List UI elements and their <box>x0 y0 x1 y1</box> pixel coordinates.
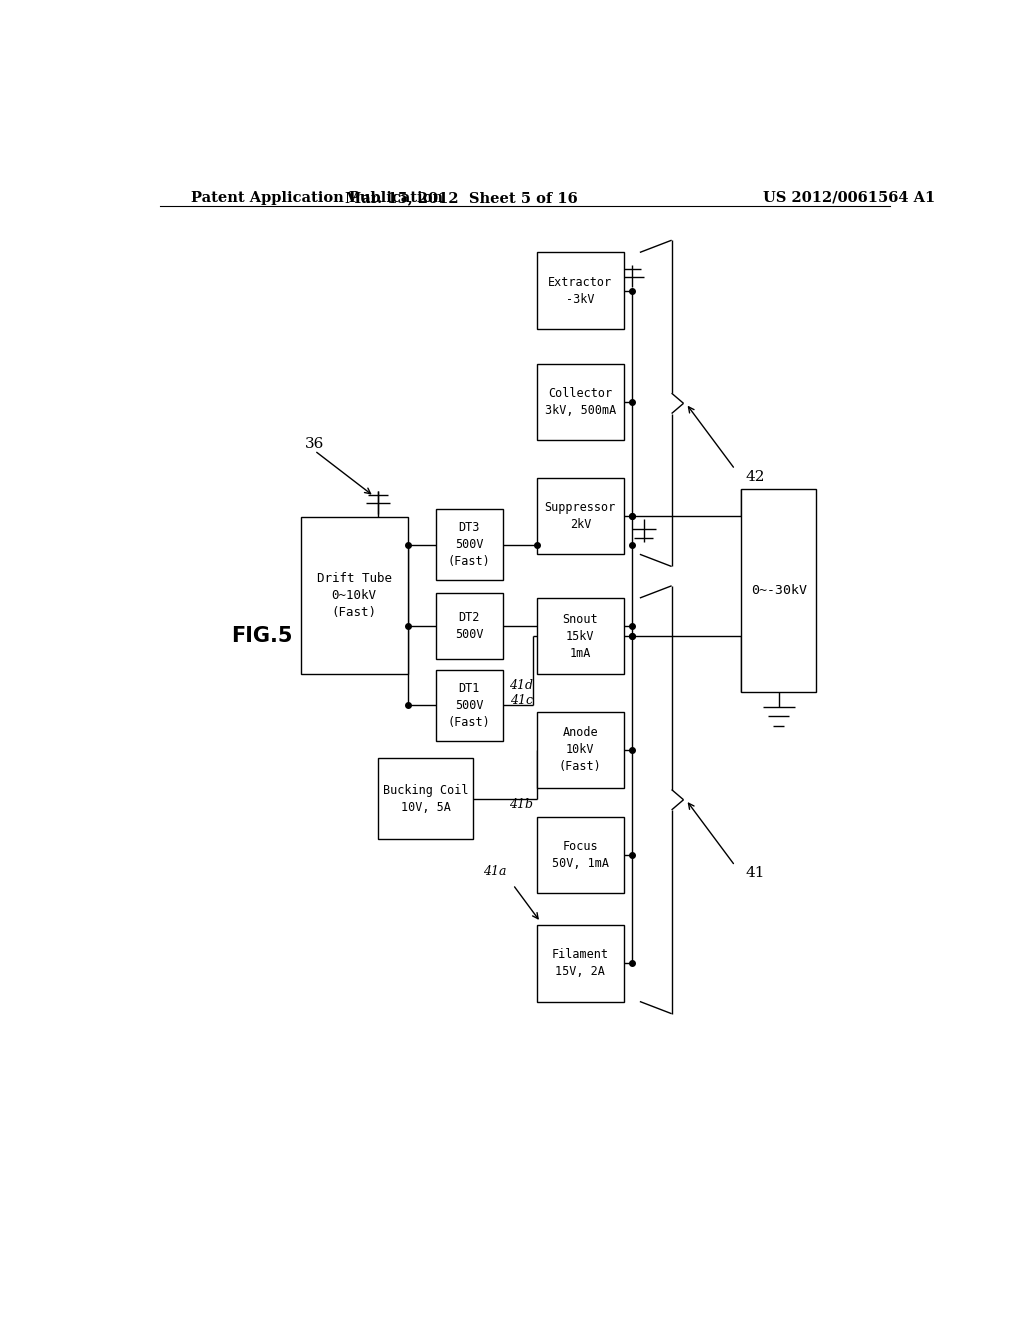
Text: 41d: 41d <box>509 680 532 692</box>
Text: FIG.5: FIG.5 <box>231 626 293 645</box>
Text: Anode
10kV
(Fast): Anode 10kV (Fast) <box>559 726 602 774</box>
Bar <box>537 598 624 675</box>
Bar <box>537 711 624 788</box>
Text: Filament
15V, 2A: Filament 15V, 2A <box>552 948 609 978</box>
Text: Suppressor
2kV: Suppressor 2kV <box>545 502 616 531</box>
Text: Mar. 15, 2012  Sheet 5 of 16: Mar. 15, 2012 Sheet 5 of 16 <box>345 191 578 205</box>
Text: DT3
500V
(Fast): DT3 500V (Fast) <box>447 521 490 568</box>
Bar <box>537 817 624 892</box>
Text: 36: 36 <box>305 437 325 450</box>
Bar <box>537 925 624 1002</box>
Bar <box>537 252 624 329</box>
Bar <box>537 364 624 441</box>
Text: Extractor
-3kV: Extractor -3kV <box>548 276 612 305</box>
Text: 41b: 41b <box>509 799 532 812</box>
Text: 41c: 41c <box>510 694 532 706</box>
Text: 42: 42 <box>745 470 765 483</box>
Text: Snout
15kV
1mA: Snout 15kV 1mA <box>562 612 598 660</box>
Text: Collector
3kV, 500mA: Collector 3kV, 500mA <box>545 387 616 417</box>
Bar <box>378 758 473 840</box>
Bar <box>301 516 408 675</box>
Bar <box>741 488 816 692</box>
Bar <box>435 510 503 581</box>
Text: 0~-30kV: 0~-30kV <box>751 583 807 597</box>
Text: DT1
500V
(Fast): DT1 500V (Fast) <box>447 681 490 729</box>
Text: US 2012/0061564 A1: US 2012/0061564 A1 <box>763 191 935 205</box>
Text: DT2
500V: DT2 500V <box>455 611 483 642</box>
Bar <box>435 593 503 659</box>
Text: Patent Application Publication: Patent Application Publication <box>191 191 443 205</box>
Text: 41: 41 <box>745 866 765 880</box>
Text: Focus
50V, 1mA: Focus 50V, 1mA <box>552 840 609 870</box>
Bar <box>435 669 503 741</box>
Text: 41a: 41a <box>483 865 507 878</box>
Text: Drift Tube
0~10kV
(Fast): Drift Tube 0~10kV (Fast) <box>316 572 391 619</box>
Bar <box>537 478 624 554</box>
Text: Bucking Coil
10V, 5A: Bucking Coil 10V, 5A <box>383 784 468 813</box>
